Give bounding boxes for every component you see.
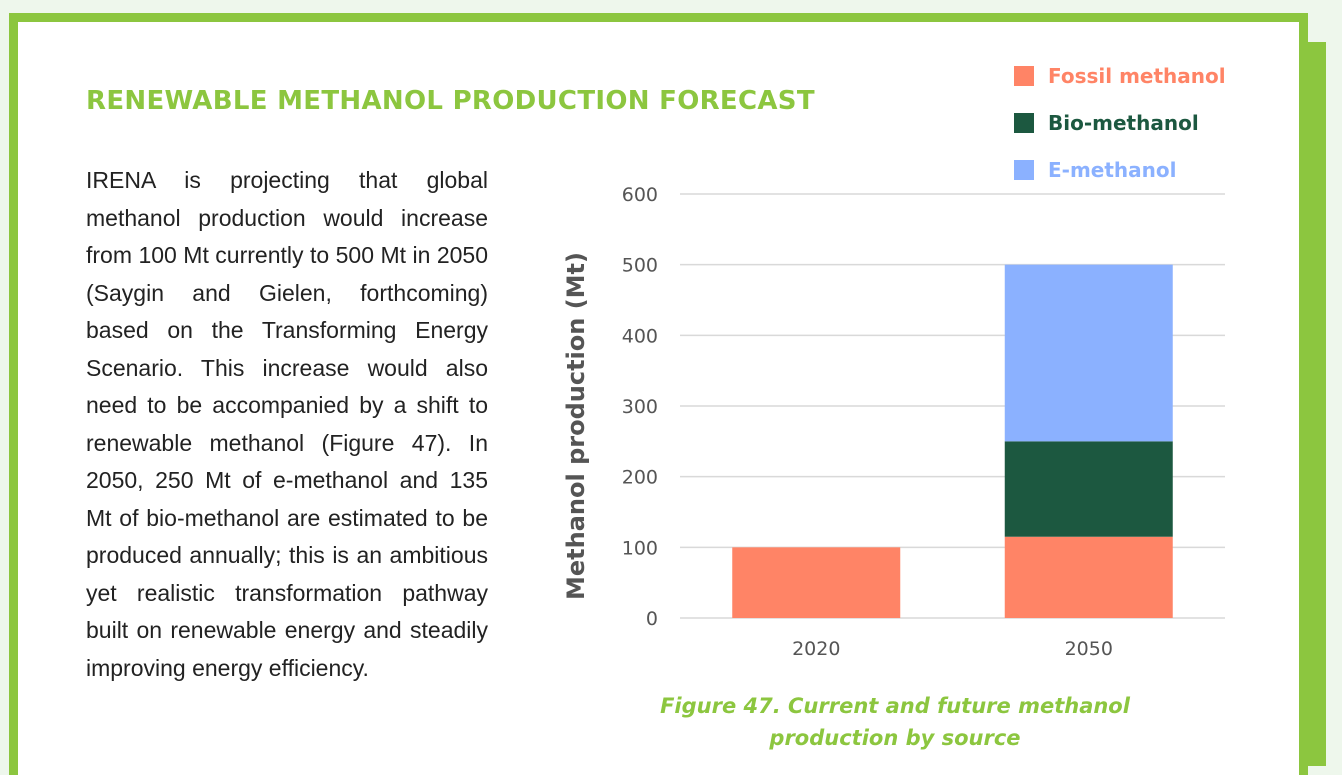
legend-swatch [1014,159,1034,180]
legend-swatch [1014,112,1034,133]
y-tick-label-0: 0 [646,608,658,630]
legend-item-e-methanol: E-methanol [1014,146,1226,193]
stacked-bar-chart: 0 100 200 300 400 500 600 Methanol production (… [562,184,1225,660]
bar-2050-fossil-methanol [1004,536,1173,618]
y-tick-label-300: 300 [622,396,658,418]
legend-item-fossil-methanol: Fossil methanol [1014,52,1226,99]
legend-swatch [1014,65,1034,86]
legend-label: E-methanol [1048,157,1177,182]
legend-label: Bio-methanol [1048,110,1199,135]
y-tick-label-500: 500 [622,255,658,277]
page-title: RENEWABLE METHANOL PRODUCTION FORECAST [86,86,815,116]
bar-2050-bio-methanol [1004,441,1173,537]
x-tick-label-2020: 2020 [792,638,840,660]
y-tick-label-400: 400 [622,325,658,347]
x-tick-label-2050: 2050 [1065,638,1113,660]
bar-2050-e-methanol [1004,264,1173,442]
legend-label: Fossil methanol [1048,63,1226,88]
bar-2020-fossil-methanol [732,547,901,618]
chart-legend: Fossil methanol Bio-methanol E-methanol [1014,52,1226,193]
y-tick-label-200: 200 [622,467,658,489]
y-tick-label-600: 600 [622,184,658,206]
y-tick-label-100: 100 [622,537,658,559]
body-paragraph: IRENA is projecting that global methanol… [86,167,488,681]
figure-caption: Figure 47. Current and future methanol p… [660,694,1130,750]
y-axis-title: Methanol production (Mt) [562,252,590,600]
legend-item-bio-methanol: Bio-methanol [1014,99,1226,146]
